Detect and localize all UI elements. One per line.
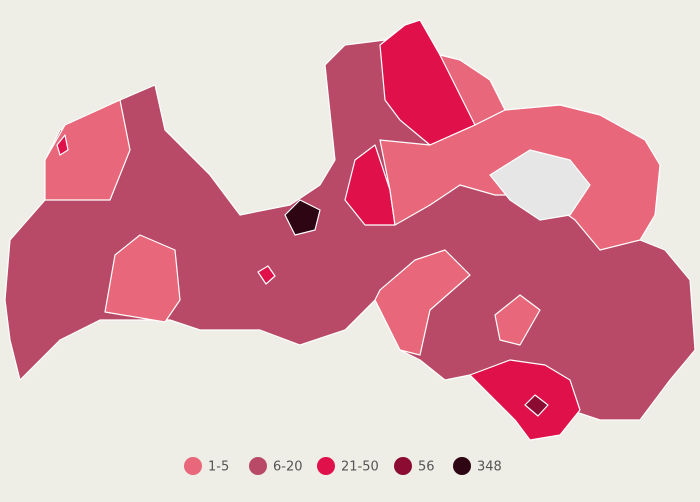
legend-swatch: [317, 457, 335, 475]
region: [104, 234, 181, 323]
region: [374, 249, 471, 356]
legend-swatch: [184, 457, 202, 475]
legend-label: 56: [418, 460, 435, 475]
legend-swatch: [394, 457, 412, 475]
legend-label: 21-50: [341, 460, 379, 475]
region: [284, 199, 321, 236]
region: [439, 54, 506, 126]
legend-label: 1-5: [208, 460, 229, 475]
legend-swatch: [453, 457, 471, 475]
legend-label: 348: [477, 460, 502, 475]
region: [44, 99, 131, 201]
region: [56, 134, 69, 156]
legend: 1-5 6-20 21-50 56 348: [184, 457, 502, 475]
regions: [4, 19, 696, 441]
legend-label: 6-20: [273, 460, 303, 475]
region: [469, 359, 581, 441]
region: [257, 265, 276, 285]
region-no-data: [489, 149, 591, 221]
region: [524, 394, 549, 417]
region: [494, 294, 541, 346]
legend-swatch: [249, 457, 267, 475]
